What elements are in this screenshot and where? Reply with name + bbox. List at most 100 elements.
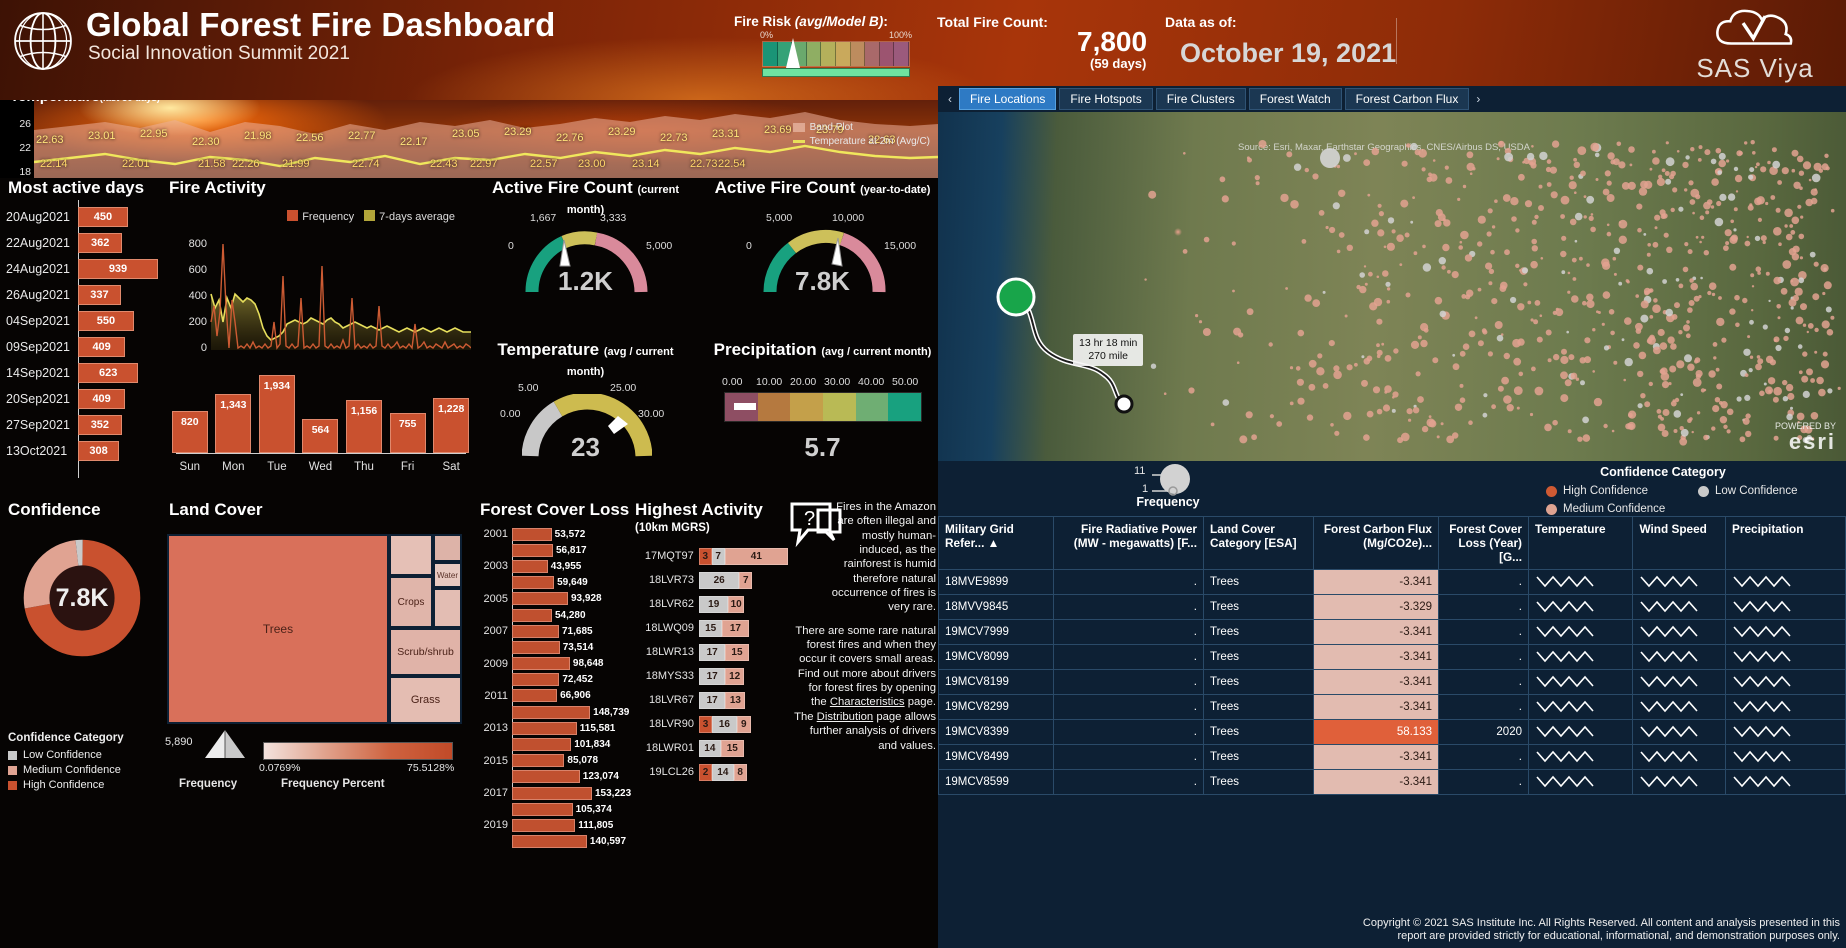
map-panel[interactable]: Source: Esri, Maxar, Earthstar Geographi… (938, 86, 1846, 461)
fire-point[interactable] (1773, 227, 1782, 236)
treemap-cell-scrub[interactable]: Scrub/shrub (389, 628, 462, 676)
fire-point[interactable] (1423, 327, 1429, 333)
fire-point[interactable] (1366, 410, 1374, 418)
fire-point[interactable] (1553, 353, 1560, 361)
activity-segment[interactable]: 10 (728, 595, 744, 613)
fire-point[interactable] (1594, 152, 1600, 158)
fire-point[interactable] (1782, 379, 1788, 386)
fire-point[interactable] (1757, 358, 1764, 365)
fire-point[interactable] (1783, 335, 1789, 342)
fire-point[interactable] (1560, 214, 1565, 219)
fire-point[interactable] (1452, 363, 1460, 371)
fire-point[interactable] (1613, 272, 1617, 276)
fire-point[interactable] (1675, 278, 1680, 282)
fire-point[interactable] (1606, 223, 1610, 227)
activity-segment[interactable]: 8 (733, 763, 747, 781)
fire-point[interactable] (1744, 373, 1749, 377)
fire-point[interactable] (1784, 208, 1793, 218)
fire-point[interactable] (1716, 317, 1725, 327)
fire-point[interactable] (1372, 386, 1381, 394)
fire-point[interactable] (1401, 160, 1408, 167)
fire-point[interactable] (1222, 399, 1230, 406)
fire-point[interactable] (1444, 165, 1449, 170)
fire-point[interactable] (1521, 267, 1529, 274)
fire-point[interactable] (1464, 254, 1473, 262)
fire-point[interactable] (1793, 181, 1801, 189)
activity-segment[interactable]: 15 (699, 619, 723, 637)
fire-point[interactable] (1518, 371, 1524, 377)
fire-point[interactable] (1687, 307, 1693, 313)
fire-point[interactable] (1672, 187, 1678, 193)
fire-point[interactable] (1545, 166, 1552, 173)
fire-point[interactable] (1695, 373, 1701, 380)
fire-point[interactable] (1421, 167, 1426, 172)
fire-point[interactable] (1756, 355, 1761, 359)
fire-point[interactable] (1575, 377, 1580, 381)
fire-point[interactable] (1735, 322, 1740, 328)
fire-point[interactable] (1663, 232, 1669, 238)
activity-segment[interactable]: 17 (699, 667, 726, 685)
fire-point[interactable] (1701, 235, 1705, 239)
table-row[interactable]: 19MCV8099. Trees -3.341. (938, 644, 1846, 670)
fire-point[interactable] (1452, 432, 1459, 439)
fire-point[interactable] (1530, 260, 1538, 269)
fire-point[interactable] (1590, 142, 1600, 152)
fire-point[interactable] (1657, 423, 1666, 432)
fire-point[interactable] (1683, 324, 1690, 332)
most-active-day-row[interactable]: 14Sep2021 623 (0, 360, 163, 386)
loss-bar[interactable] (512, 770, 580, 784)
fire-point[interactable] (1797, 421, 1800, 424)
fire-point[interactable] (1712, 342, 1718, 347)
fire-point[interactable] (1497, 385, 1504, 392)
loss-bar[interactable] (512, 721, 577, 735)
fire-point[interactable] (1488, 268, 1495, 275)
fire-point[interactable] (1343, 411, 1352, 421)
fire-point[interactable] (1477, 241, 1483, 247)
fire-point[interactable] (1461, 294, 1467, 299)
fire-point[interactable] (1673, 410, 1682, 418)
fire-point[interactable] (1684, 188, 1688, 192)
fire-point[interactable] (1397, 437, 1404, 444)
fire-point[interactable] (1586, 195, 1595, 204)
activity-segment[interactable]: 41 (724, 547, 788, 565)
fire-point[interactable] (1289, 401, 1294, 406)
fire-point[interactable] (1629, 163, 1633, 167)
fire-point[interactable] (1729, 263, 1737, 271)
fire-point[interactable] (1725, 241, 1730, 246)
fire-point[interactable] (1487, 208, 1493, 214)
fire-point[interactable] (1295, 366, 1301, 371)
fire-point[interactable] (1477, 340, 1484, 347)
activity-segment[interactable]: 15 (725, 643, 749, 661)
fire-point[interactable] (1837, 386, 1841, 390)
fire-point[interactable] (1502, 194, 1511, 202)
fire-point[interactable] (1656, 409, 1662, 414)
fire-point[interactable] (1346, 364, 1353, 371)
fire-point[interactable] (1338, 189, 1346, 197)
fire-point[interactable] (1674, 302, 1680, 309)
fire-point[interactable] (1329, 226, 1336, 234)
fire-point[interactable] (1810, 378, 1815, 383)
fire-point[interactable] (1361, 355, 1365, 359)
loss-bar[interactable] (512, 689, 558, 703)
fire-point[interactable] (1582, 300, 1587, 306)
weekday-bar[interactable]: 1,934 (258, 375, 295, 453)
fire-point[interactable] (1577, 436, 1583, 442)
fire-point[interactable] (1231, 241, 1236, 246)
fire-point[interactable] (1396, 234, 1404, 242)
fire-point[interactable] (1210, 422, 1215, 427)
fire-data-table[interactable]: Military Grid Refer... ▲ Fire Radiative P… (938, 516, 1846, 948)
fire-point[interactable] (1333, 365, 1340, 372)
fire-point[interactable] (1531, 245, 1538, 252)
fire-point[interactable] (1392, 391, 1399, 398)
fire-point[interactable] (1367, 193, 1371, 197)
most-active-day-row[interactable]: 27Sep2021 352 (0, 412, 163, 438)
weekday-bar[interactable]: 1,156 (346, 399, 383, 453)
fire-point[interactable] (1517, 303, 1525, 311)
fire-point[interactable] (1405, 292, 1411, 298)
fire-point[interactable] (1613, 247, 1621, 254)
fire-point[interactable] (1811, 173, 1821, 183)
loss-bar[interactable] (512, 754, 565, 768)
fire-point[interactable] (1301, 239, 1307, 244)
fire-point[interactable] (1269, 414, 1274, 419)
fire-point[interactable] (1711, 292, 1716, 297)
